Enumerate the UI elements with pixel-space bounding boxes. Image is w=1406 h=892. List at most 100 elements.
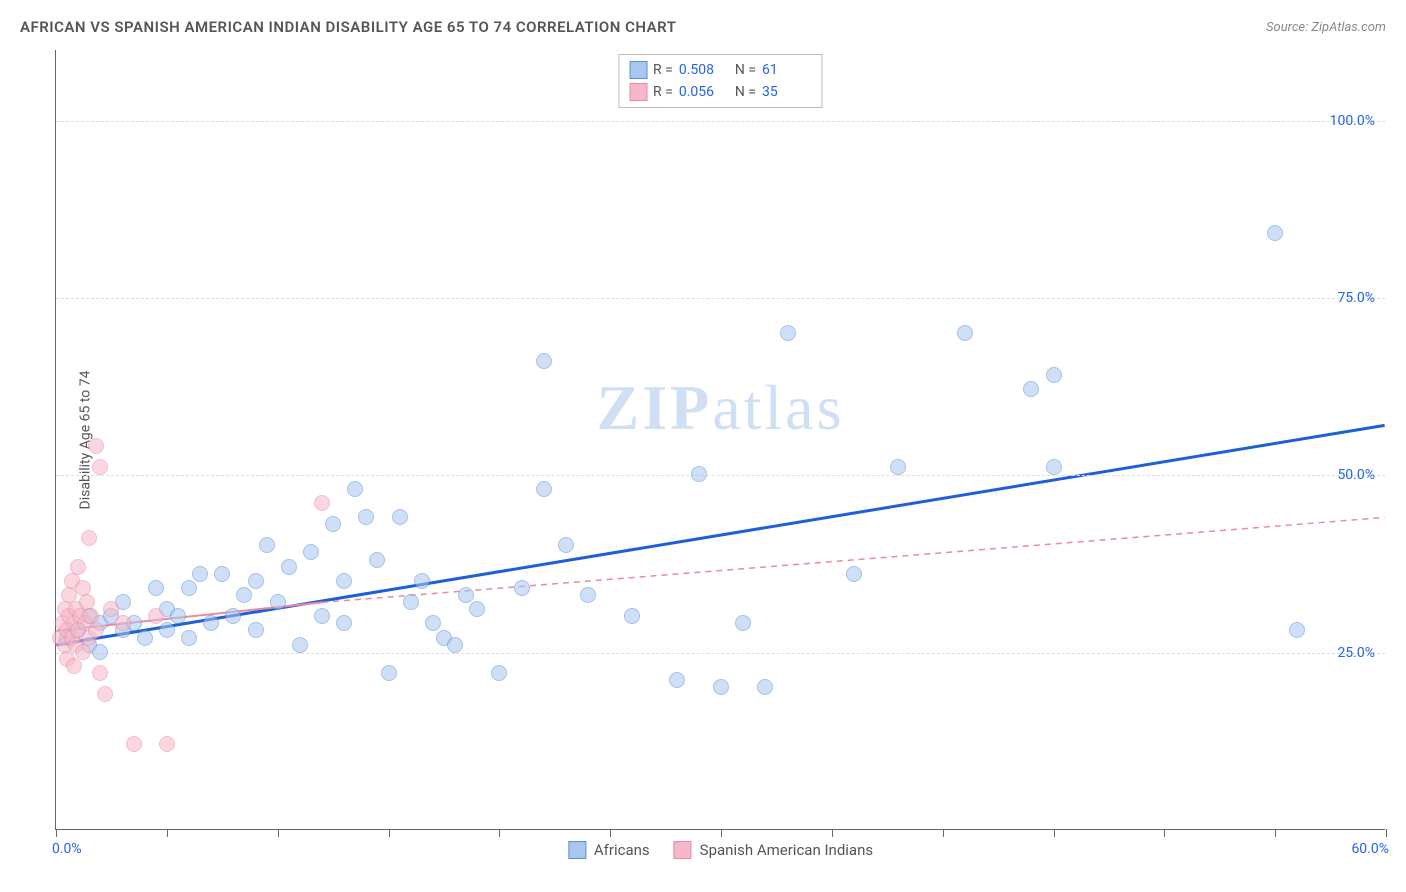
x-tick <box>943 829 944 837</box>
x-axis-start-label: 0.0% <box>52 841 82 857</box>
legend-n-value-2: 35 <box>762 84 812 100</box>
legend-swatch-spanish <box>629 83 647 101</box>
data-point <box>214 566 230 582</box>
data-point <box>1267 225 1283 241</box>
legend-series-label: Spanish American Indians <box>700 841 873 859</box>
x-tick <box>56 829 57 837</box>
data-point <box>1289 622 1305 638</box>
data-point <box>259 537 275 553</box>
legend-swatch-africans-icon <box>568 841 586 859</box>
data-point <box>469 601 485 617</box>
data-point <box>425 615 441 631</box>
data-point <box>403 594 419 610</box>
data-point <box>536 481 552 497</box>
data-point <box>447 637 463 653</box>
x-tick <box>721 829 722 837</box>
data-point <box>491 665 507 681</box>
data-point <box>336 615 352 631</box>
data-point <box>75 644 91 660</box>
legend-r-value-1: 0.508 <box>679 62 729 78</box>
legend-r-label: R = <box>653 84 673 100</box>
x-axis-end-label: 60.0% <box>1351 841 1389 857</box>
y-tick-label: 100.0% <box>1330 113 1375 129</box>
data-point <box>181 630 197 646</box>
x-tick <box>389 829 390 837</box>
data-point <box>203 615 219 631</box>
data-point <box>248 573 264 589</box>
data-point <box>126 736 142 752</box>
legend-series: Africans Spanish American Indians <box>568 841 873 859</box>
data-point <box>890 459 906 475</box>
x-tick <box>832 829 833 837</box>
legend-r-value-2: 0.056 <box>679 84 729 100</box>
data-point <box>558 537 574 553</box>
x-tick <box>499 829 500 837</box>
data-point <box>458 587 474 603</box>
data-point <box>757 679 773 695</box>
gridline <box>56 653 1385 654</box>
data-point <box>137 630 153 646</box>
data-point <box>92 644 108 660</box>
data-point <box>347 481 363 497</box>
legend-swatch-africans <box>629 61 647 79</box>
data-point <box>92 459 108 475</box>
data-point <box>159 622 175 638</box>
y-tick-label: 50.0% <box>1337 467 1375 483</box>
x-tick <box>1275 829 1276 837</box>
legend-r-label: R = <box>653 62 673 78</box>
data-point <box>1046 459 1062 475</box>
data-point <box>88 622 104 638</box>
data-point <box>88 438 104 454</box>
data-point <box>292 637 308 653</box>
data-point <box>236 587 252 603</box>
source-attribution: Source: ZipAtlas.com <box>1266 20 1386 35</box>
legend-swatch-spanish-icon <box>674 841 692 859</box>
data-point <box>1046 367 1062 383</box>
data-point <box>414 573 430 589</box>
x-tick <box>1054 829 1055 837</box>
legend-stats: R = 0.508 N = 61 R = 0.056 N = 35 <box>618 54 823 108</box>
data-point <box>92 665 108 681</box>
chart-container: AFRICAN VS SPANISH AMERICAN INDIAN DISAB… <box>0 0 1406 892</box>
watermark-atlas: atlas <box>712 372 844 443</box>
data-point <box>669 672 685 688</box>
gridline <box>56 298 1385 299</box>
data-point <box>381 665 397 681</box>
trend-lines-svg <box>56 50 1385 829</box>
data-point <box>115 615 131 631</box>
data-point <box>270 594 286 610</box>
y-tick-label: 75.0% <box>1337 290 1375 306</box>
chart-title: AFRICAN VS SPANISH AMERICAN INDIAN DISAB… <box>20 18 676 36</box>
data-point <box>148 580 164 596</box>
x-tick <box>610 829 611 837</box>
data-point <box>81 530 97 546</box>
data-point <box>192 566 208 582</box>
x-tick <box>1164 829 1165 837</box>
data-point <box>392 509 408 525</box>
data-point <box>66 658 82 674</box>
x-tick <box>278 829 279 837</box>
legend-series-label: Africans <box>594 841 650 859</box>
data-point <box>691 466 707 482</box>
data-point <box>1023 381 1039 397</box>
watermark-zip: ZIP <box>597 372 713 443</box>
data-point <box>97 686 113 702</box>
legend-stats-row-2: R = 0.056 N = 35 <box>629 81 812 103</box>
data-point <box>369 552 385 568</box>
x-tick <box>167 829 168 837</box>
data-point <box>170 608 186 624</box>
data-point <box>713 679 729 695</box>
y-tick-label: 25.0% <box>1337 645 1375 661</box>
data-point <box>281 559 297 575</box>
legend-series-item-spanish: Spanish American Indians <box>674 841 873 859</box>
title-bar: AFRICAN VS SPANISH AMERICAN INDIAN DISAB… <box>20 18 1386 36</box>
data-point <box>325 516 341 532</box>
gridline <box>56 475 1385 476</box>
data-point <box>314 495 330 511</box>
legend-n-label: N = <box>735 62 756 78</box>
gridline <box>56 121 1385 122</box>
data-point <box>536 353 552 369</box>
data-point <box>248 622 264 638</box>
data-point <box>780 325 796 341</box>
data-point <box>580 587 596 603</box>
